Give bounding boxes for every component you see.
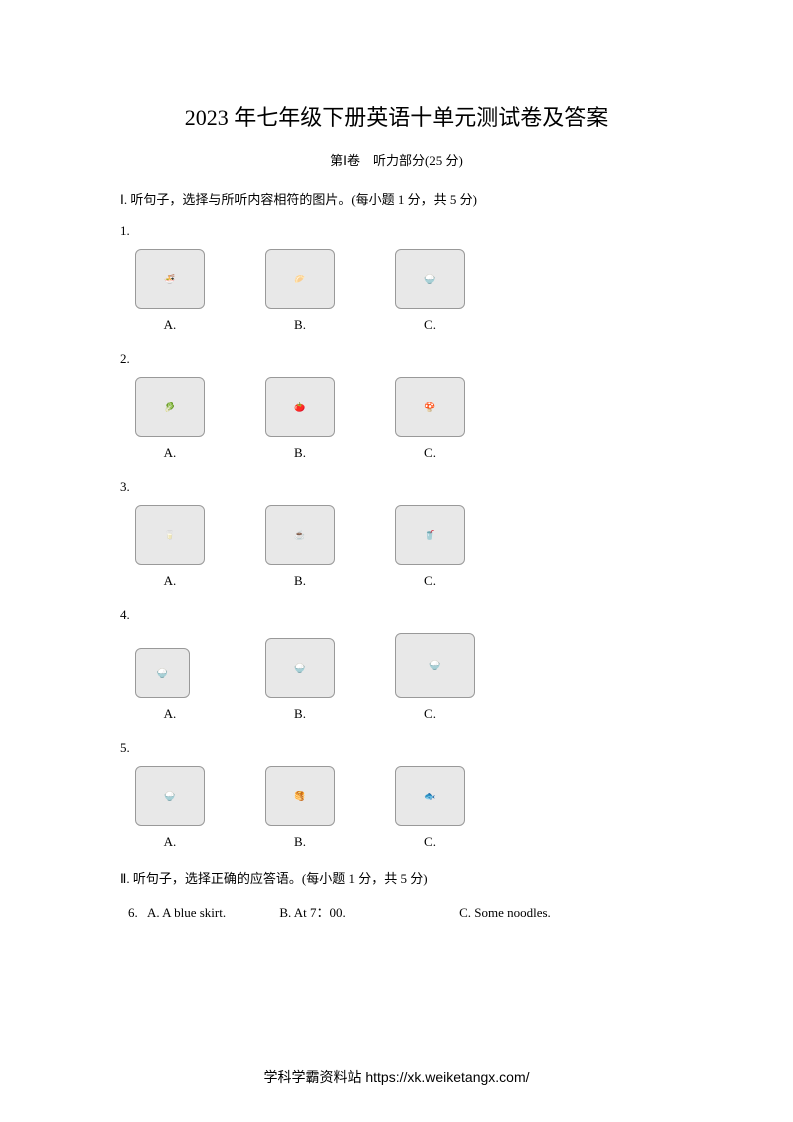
option-label: C. (395, 706, 465, 722)
label-row: A. B. C. (120, 573, 673, 589)
question-4: 4. 🍚 🍚 🍚 A. B. C. (120, 607, 673, 722)
dumplings-icon: 🥟 (265, 249, 335, 309)
option-label: B. (265, 573, 335, 589)
image-row: 🍚 🍚 🍚 (120, 633, 673, 698)
bowl-large-icon: 🍚 (395, 633, 475, 698)
question-3: 3. 🥛 ☕ 🥤 A. B. C. (120, 479, 673, 589)
question-5: 5. 🍚 🥞 🐟 A. B. C. (120, 740, 673, 850)
section1-header: Ⅰ. 听句子，选择与所听内容相符的图片。(每小题 1 分，共 5 分) (120, 189, 673, 208)
label-row: A. B. C. (120, 317, 673, 333)
option-label: A. (135, 573, 205, 589)
option-label: C. (395, 317, 465, 333)
question-num: 4. (120, 607, 673, 623)
question-num: 2. (120, 351, 673, 367)
option-label: B. (265, 317, 335, 333)
option-label: C. (395, 573, 465, 589)
question-num: 5. (120, 740, 673, 756)
option-label: A. (135, 834, 205, 850)
tomato-icon: 🍅 (265, 377, 335, 437)
option-label: A. (135, 445, 205, 461)
section2-header: Ⅱ. 听句子，选择正确的应答语。(每小题 1 分，共 5 分) (120, 868, 673, 887)
option-label: A. (135, 706, 205, 722)
option-label: B. (265, 834, 335, 850)
option-label: B. (265, 706, 335, 722)
subtitle: 第Ⅰ卷 听力部分(25 分) (120, 150, 673, 169)
image-row: 🍜 🥟 🍚 (120, 249, 673, 309)
milk-icon: 🥛 (135, 505, 205, 565)
cola-can-icon: 🥤 (395, 505, 465, 565)
option-label: C. (395, 834, 465, 850)
image-row: 🍚 🥞 🐟 (120, 766, 673, 826)
rice-bowl-icon: 🍚 (135, 766, 205, 826)
q6-num: 6. (128, 905, 138, 921)
option-label: B. (265, 445, 335, 461)
footer-text: 学科学霸资料站 https://xk.weiketangx.com/ (0, 1067, 793, 1087)
question-1: 1. 🍜 🥟 🍚 A. B. C. (120, 223, 673, 333)
cabbage-icon: 🥬 (135, 377, 205, 437)
option-label: A. (135, 317, 205, 333)
bowl-small-icon: 🍚 (135, 648, 190, 698)
question-2: 2. 🥬 🍅 🍄 A. B. C. (120, 351, 673, 461)
noodles-icon: 🍜 (135, 249, 205, 309)
image-row: 🥬 🍅 🍄 (120, 377, 673, 437)
label-row: A. B. C. (120, 706, 673, 722)
bowl-medium-icon: 🍚 (265, 638, 335, 698)
q6-option-a: A. A blue skirt. (147, 905, 226, 921)
question-num: 1. (120, 223, 673, 239)
page-title: 2023 年七年级下册英语十单元测试卷及答案 (120, 100, 673, 132)
label-row: A. B. C. (120, 834, 673, 850)
question-6: 6. A. A blue skirt. B. At 7：00. C. Some … (120, 902, 673, 921)
image-row: 🥛 ☕ 🥤 (120, 505, 673, 565)
pancake-icon: 🥞 (265, 766, 335, 826)
tea-cup-icon: ☕ (265, 505, 335, 565)
mushroom-icon: 🍄 (395, 377, 465, 437)
question-num: 3. (120, 479, 673, 495)
q6-option-b: B. At 7：00. (279, 902, 345, 921)
rice-egg-icon: 🍚 (395, 249, 465, 309)
label-row: A. B. C. (120, 445, 673, 461)
option-label: C. (395, 445, 465, 461)
fish-plate-icon: 🐟 (395, 766, 465, 826)
q6-option-c: C. Some noodles. (459, 905, 551, 921)
